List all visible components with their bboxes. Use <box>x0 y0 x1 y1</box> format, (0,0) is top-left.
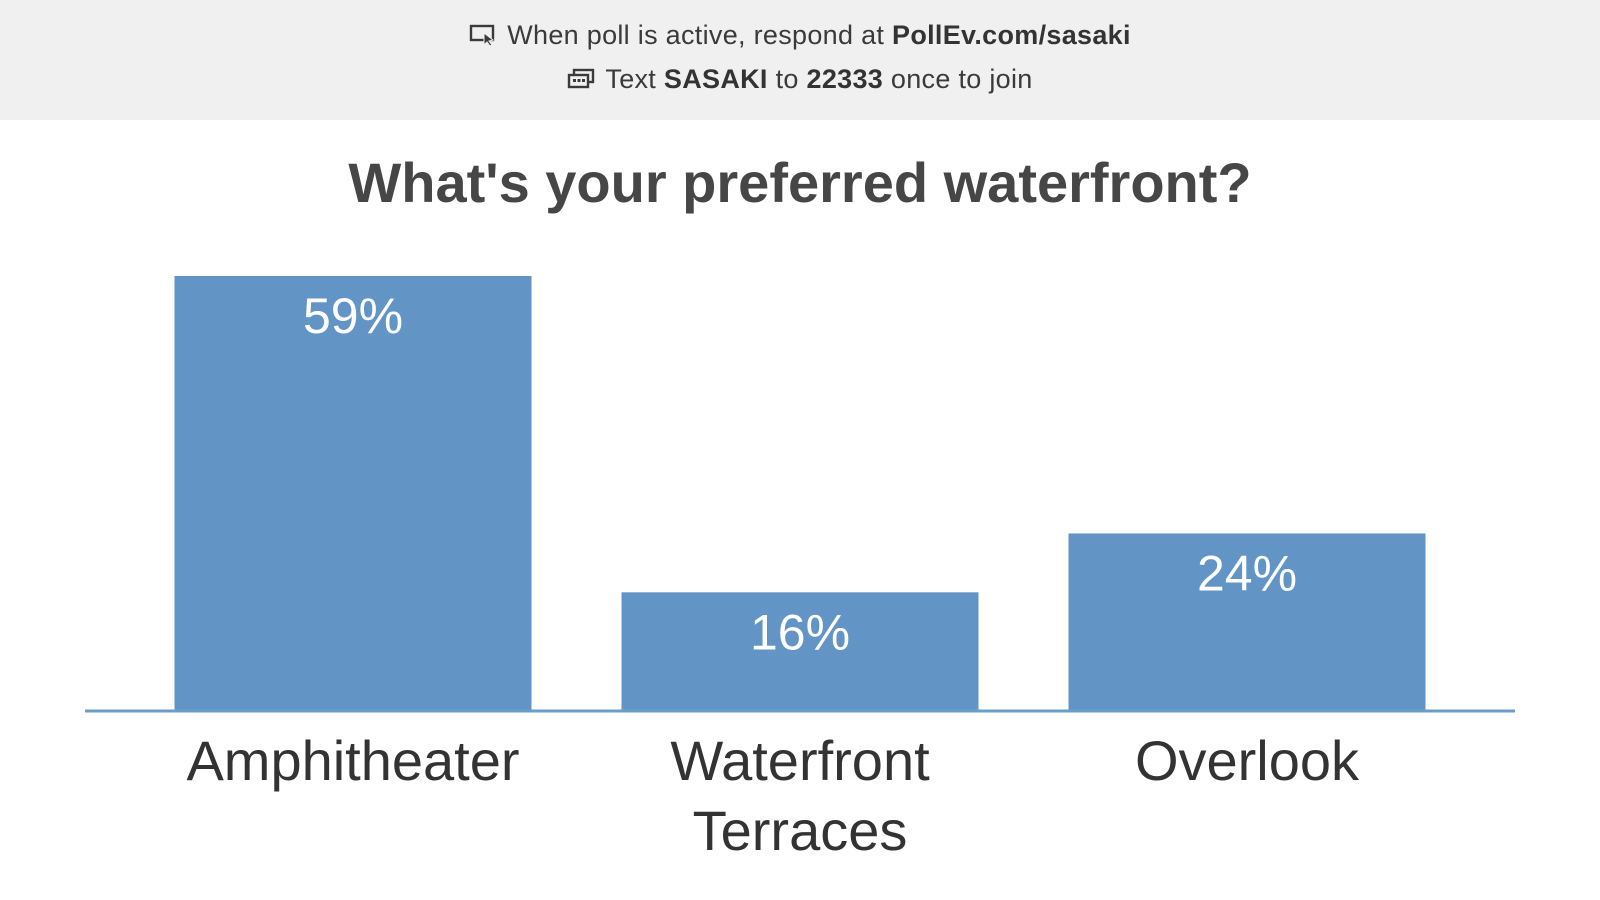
sms-message-icon <box>568 68 595 89</box>
banner-join-text: once to join <box>890 64 1033 94</box>
category-label: Waterfront Terraces <box>670 729 930 862</box>
bar-overlook <box>1068 533 1426 710</box>
sms-number: 22333 <box>806 64 884 94</box>
instructions-banner: When poll is active, respond at PollEv.c… <box>0 0 1600 120</box>
bar-amphitheater <box>174 276 532 710</box>
banner-to-word: to <box>775 64 799 94</box>
banner-respond-text: When poll is active, respond at <box>507 20 885 50</box>
poll-url: PollEv.com/sasaki <box>892 20 1131 50</box>
bar-value-label: 59% <box>303 288 403 344</box>
chart-title: What's your preferred waterfront? <box>348 151 1252 214</box>
banner-line-text: Text SASAKI to 22333 once to join <box>0 64 1600 95</box>
category-label: Overlook <box>1135 729 1360 792</box>
banner-text-word: Text <box>605 64 657 94</box>
bar-waterfront-terraces <box>621 592 979 710</box>
bar-value-label: 24% <box>1197 545 1297 601</box>
screen-pointer-icon <box>470 24 495 46</box>
banner-line-respond: When poll is active, respond at PollEv.c… <box>0 20 1600 51</box>
bar-value-label: 16% <box>750 604 850 660</box>
sms-keyword: SASAKI <box>663 64 768 94</box>
category-label: Amphitheater <box>186 729 519 792</box>
